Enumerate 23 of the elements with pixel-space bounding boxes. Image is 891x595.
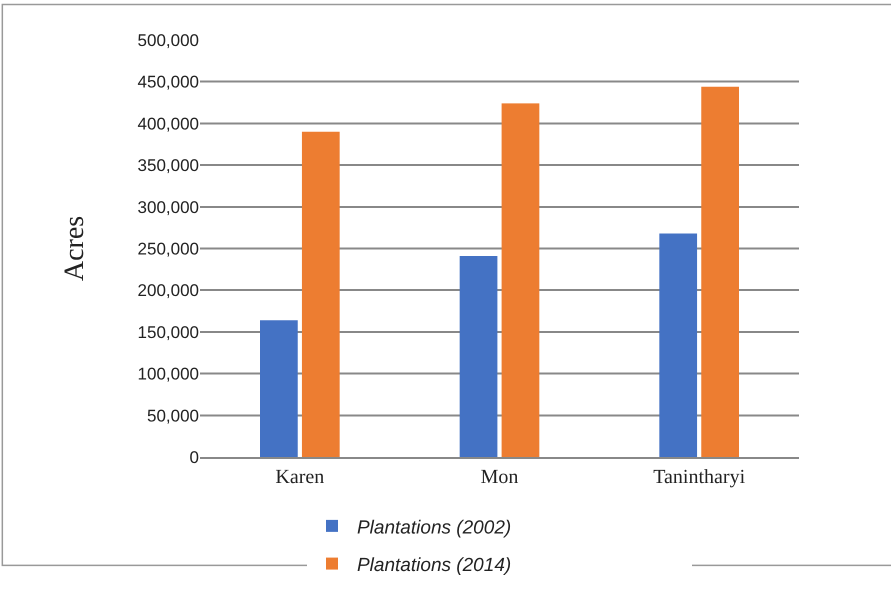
y-tick-label: 50,000	[147, 406, 199, 426]
bar	[502, 103, 540, 457]
legend-label: Plantations (2014)	[357, 555, 512, 576]
x-tick-label: Mon	[480, 466, 518, 488]
y-tick-label: 450,000	[138, 72, 199, 92]
y-tick-label: 100,000	[138, 364, 199, 384]
y-tick-label: 0	[190, 448, 199, 467]
bar	[460, 256, 498, 457]
bar	[701, 86, 739, 457]
y-tick-label: 500,000	[138, 30, 199, 50]
bar	[659, 233, 698, 457]
x-tick-label: Karen	[275, 466, 324, 488]
x-tick-label: Tanintharyi	[653, 466, 746, 488]
y-axis-title: Acres	[59, 216, 90, 282]
bar	[260, 320, 298, 457]
y-tick-label: 250,000	[138, 239, 199, 258]
y-tick-label: 150,000	[138, 322, 199, 342]
y-tick-label: 200,000	[138, 281, 199, 300]
y-tick-label: 400,000	[138, 114, 199, 134]
y-tick-label: 300,000	[138, 198, 199, 217]
bar	[302, 132, 340, 457]
y-tick-label: 350,000	[138, 156, 199, 176]
legend-label: Plantations (2002)	[357, 517, 512, 538]
